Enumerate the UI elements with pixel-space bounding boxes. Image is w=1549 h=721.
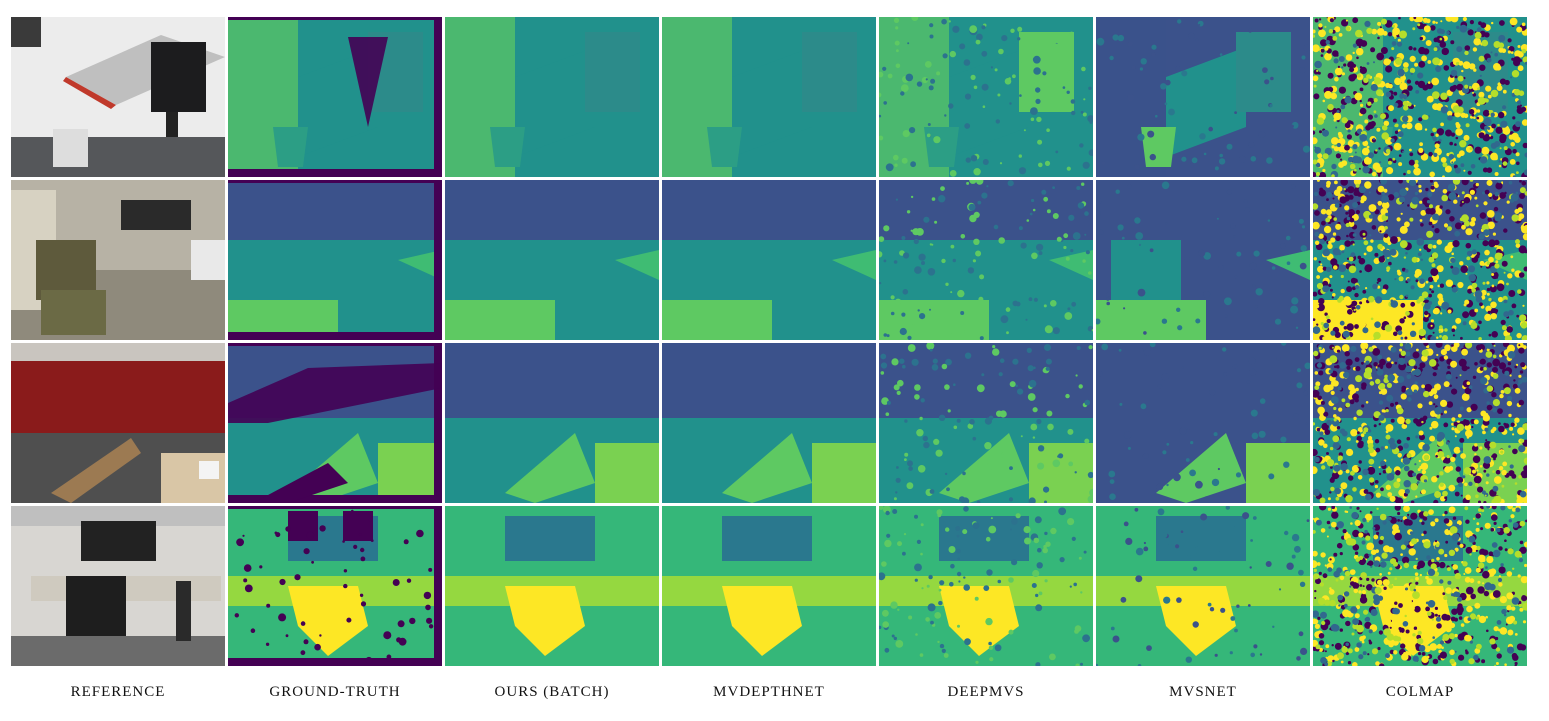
ground-truth-depth-map-row-2: [228, 180, 442, 340]
mvsnet-depth-map-row-2: [1096, 180, 1310, 340]
caption-colmap: COLMAP: [1385, 684, 1455, 700]
reference-image-row-4: [11, 506, 225, 666]
ours-depth-map-row-2: [445, 180, 659, 340]
caption-ours-batch: OURS (BATCH): [494, 684, 610, 700]
caption-mvsnet: MVSNET: [1169, 684, 1237, 700]
mvdepthnet-depth-map-row-1: [662, 17, 876, 177]
deepmvs-depth-map-row-4: [879, 506, 1093, 666]
column-captions: REFERENCE GROUND-TRUTH OURS (BATCH) MVDE…: [0, 684, 1549, 708]
ground-truth-depth-map-row-3: [228, 343, 442, 503]
mvdepthnet-depth-map-row-4: [662, 506, 876, 666]
mvsnet-depth-map-row-1: [1096, 17, 1310, 177]
caption-reference: REFERENCE: [70, 684, 166, 700]
ours-depth-map-row-4: [445, 506, 659, 666]
mvdepthnet-depth-map-row-3: [662, 343, 876, 503]
ours-depth-map-row-3: [445, 343, 659, 503]
caption-ground-truth: GROUND-TRUTH: [269, 684, 401, 700]
caption-deepmvs: DEEPMVS: [947, 684, 1025, 700]
mvdepthnet-depth-map-row-2: [662, 180, 876, 340]
colmap-depth-map-row-3: [1313, 343, 1527, 503]
colmap-depth-map-row-2: [1313, 180, 1527, 340]
deepmvs-depth-map-row-1: [879, 17, 1093, 177]
ground-truth-depth-map-row-1: [228, 17, 442, 177]
caption-mvdepthnet: MVDEPTHNET: [713, 684, 825, 700]
colmap-depth-map-row-1: [1313, 17, 1527, 177]
ground-truth-depth-map-row-4: [228, 506, 442, 666]
mvsnet-depth-map-row-4: [1096, 506, 1310, 666]
ours-depth-map-row-1: [445, 17, 659, 177]
mvsnet-depth-map-row-3: [1096, 343, 1310, 503]
reference-image-row-1: [11, 17, 225, 177]
deepmvs-depth-map-row-3: [879, 343, 1093, 503]
reference-image-row-2: [11, 180, 225, 340]
colmap-depth-map-row-4: [1313, 506, 1527, 666]
reference-image-row-3: [11, 343, 225, 503]
deepmvs-depth-map-row-2: [879, 180, 1093, 340]
